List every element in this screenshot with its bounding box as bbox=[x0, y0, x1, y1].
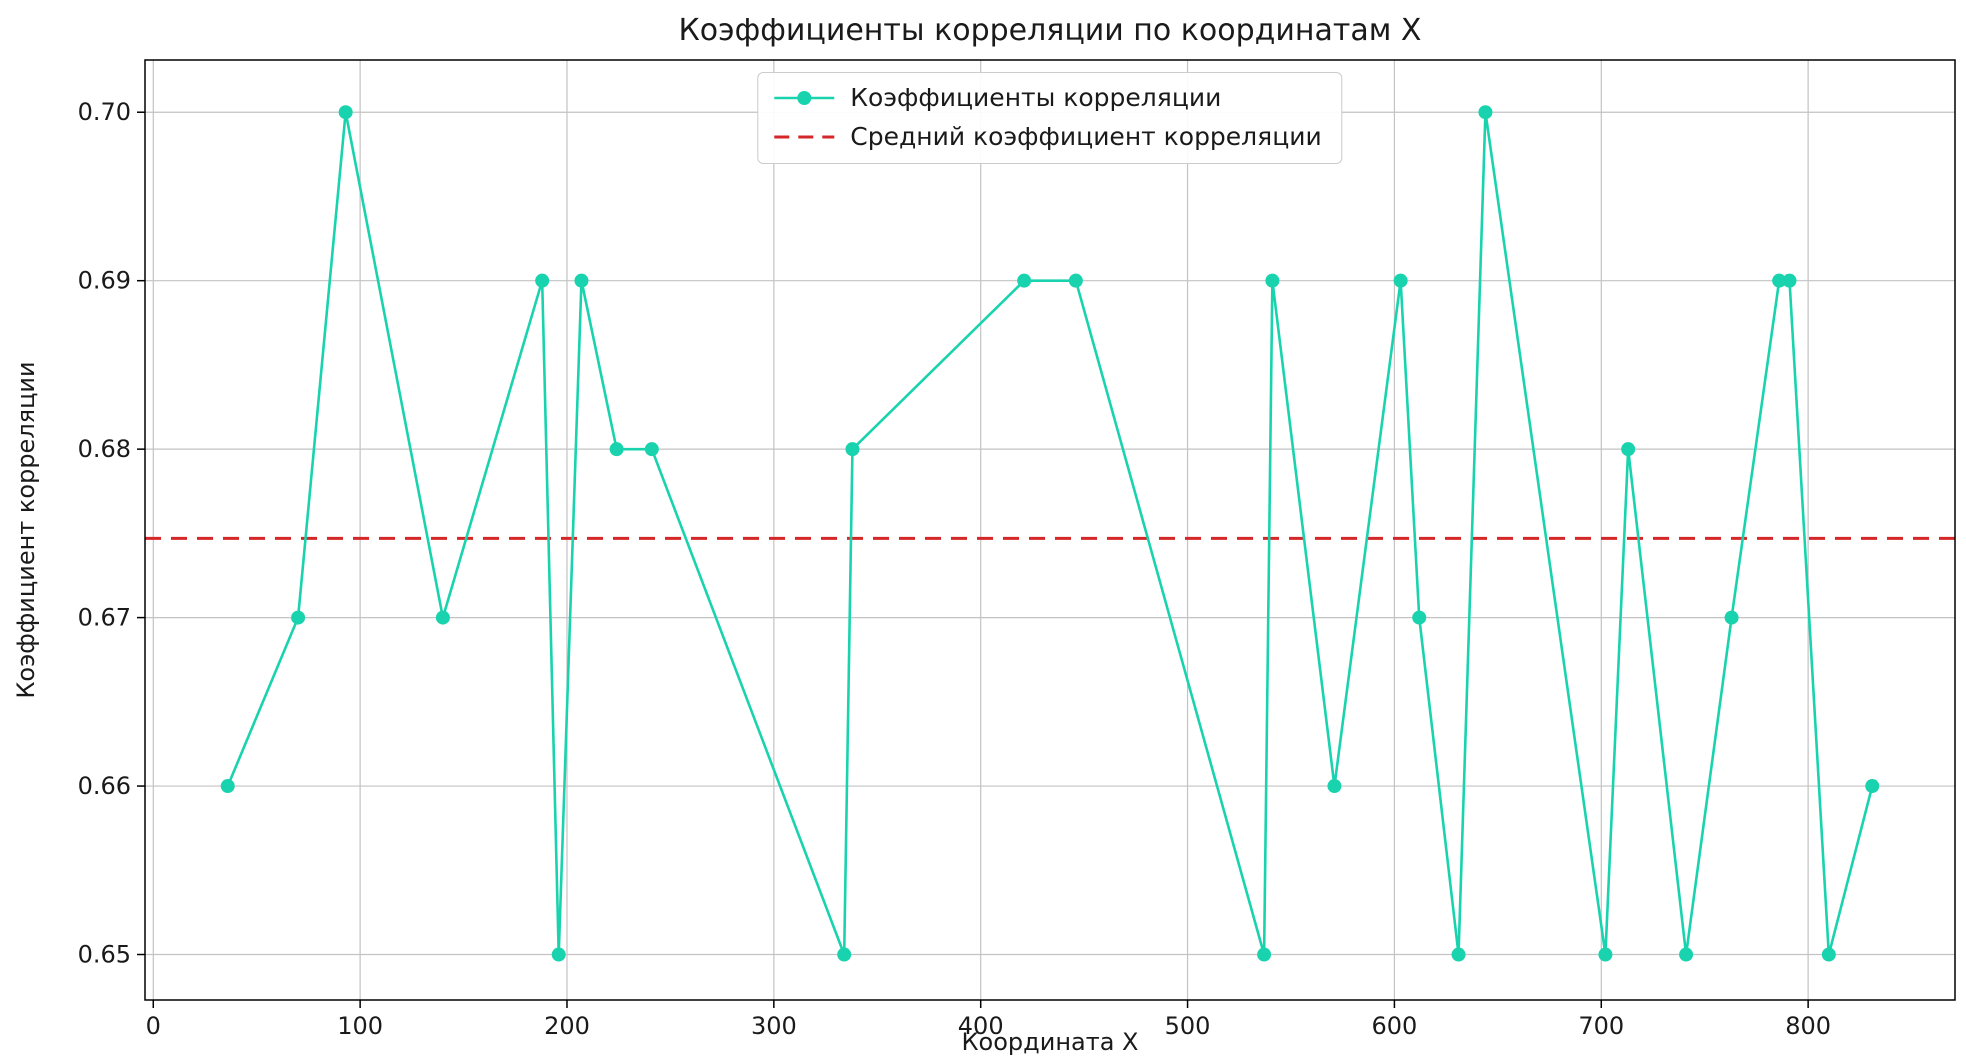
data-point-marker bbox=[845, 442, 860, 457]
y-tick-label: 0.69 bbox=[78, 267, 131, 295]
data-point-marker bbox=[644, 442, 659, 457]
data-point-marker bbox=[1724, 610, 1739, 625]
x-tick-label: 0 bbox=[146, 1012, 161, 1040]
plot-border bbox=[144, 59, 1956, 1001]
data-point-marker bbox=[1621, 442, 1636, 457]
series-line bbox=[226, 110, 1874, 956]
x-tick-label: 800 bbox=[1785, 1012, 1831, 1040]
y-tick-label: 0.66 bbox=[78, 772, 131, 800]
data-point-marker bbox=[435, 610, 450, 625]
data-point-marker bbox=[609, 442, 624, 457]
x-tick-label: 700 bbox=[1578, 1012, 1624, 1040]
data-point-marker bbox=[837, 947, 852, 962]
x-tick-label: 500 bbox=[1165, 1012, 1211, 1040]
x-tick-label: 600 bbox=[1372, 1012, 1418, 1040]
data-point-marker bbox=[291, 610, 306, 625]
y-tick-label: 0.68 bbox=[78, 435, 131, 463]
x-tick-label: 300 bbox=[751, 1012, 797, 1040]
data-point-marker bbox=[535, 273, 550, 288]
line-marker-swatch-icon bbox=[774, 90, 835, 105]
data-point-marker bbox=[1772, 273, 1787, 288]
y-tick-label: 0.70 bbox=[78, 98, 131, 126]
data-point-marker bbox=[1821, 947, 1836, 962]
x-tick-label: 400 bbox=[958, 1012, 1004, 1040]
data-point-marker bbox=[1265, 273, 1280, 288]
x-axis-label: Координата X bbox=[962, 1028, 1139, 1056]
y-axis-label: Коэффициент корреляции bbox=[12, 361, 40, 698]
data-point-marker bbox=[1393, 273, 1408, 288]
data-point-marker bbox=[1068, 273, 1083, 288]
data-point-marker bbox=[220, 779, 235, 794]
data-point-marker bbox=[551, 947, 566, 962]
data-point-marker bbox=[1478, 105, 1493, 120]
data-point-marker bbox=[1598, 947, 1613, 962]
data-point-marker bbox=[1451, 947, 1466, 962]
legend-label-mean: Средний коэффициент корреляции bbox=[850, 122, 1322, 151]
data-point-marker bbox=[1865, 779, 1880, 794]
data-point-marker bbox=[1412, 610, 1427, 625]
dashed-line-swatch-icon bbox=[774, 135, 835, 138]
legend-label-series: Коэффициенты корреляции bbox=[850, 83, 1222, 112]
x-tick-label: 200 bbox=[544, 1012, 590, 1040]
chart-title: Коэффициенты корреляции по координатам X bbox=[679, 13, 1422, 48]
y-tick-label: 0.65 bbox=[78, 941, 131, 969]
legend: Коэффициенты корреляции Средний коэффици… bbox=[757, 72, 1343, 164]
legend-entry-mean: Средний коэффициент корреляции bbox=[772, 122, 1322, 151]
data-point-marker bbox=[1327, 779, 1342, 794]
data-point-marker bbox=[338, 105, 353, 120]
data-point-marker bbox=[1782, 273, 1797, 288]
x-tick-label: 100 bbox=[337, 1012, 383, 1040]
plot-area: 0 100 200 300 400 500 600 700 800 0.65 0.66 0.67 0.6… bbox=[78, 59, 1956, 1040]
data-point-marker bbox=[1679, 947, 1694, 962]
legend-entry-series: Коэффициенты корреляции bbox=[772, 83, 1321, 112]
data-point-marker bbox=[1257, 947, 1272, 962]
y-tick-label: 0.67 bbox=[78, 604, 131, 632]
data-point-marker bbox=[1017, 273, 1032, 288]
data-point-marker bbox=[574, 273, 589, 288]
